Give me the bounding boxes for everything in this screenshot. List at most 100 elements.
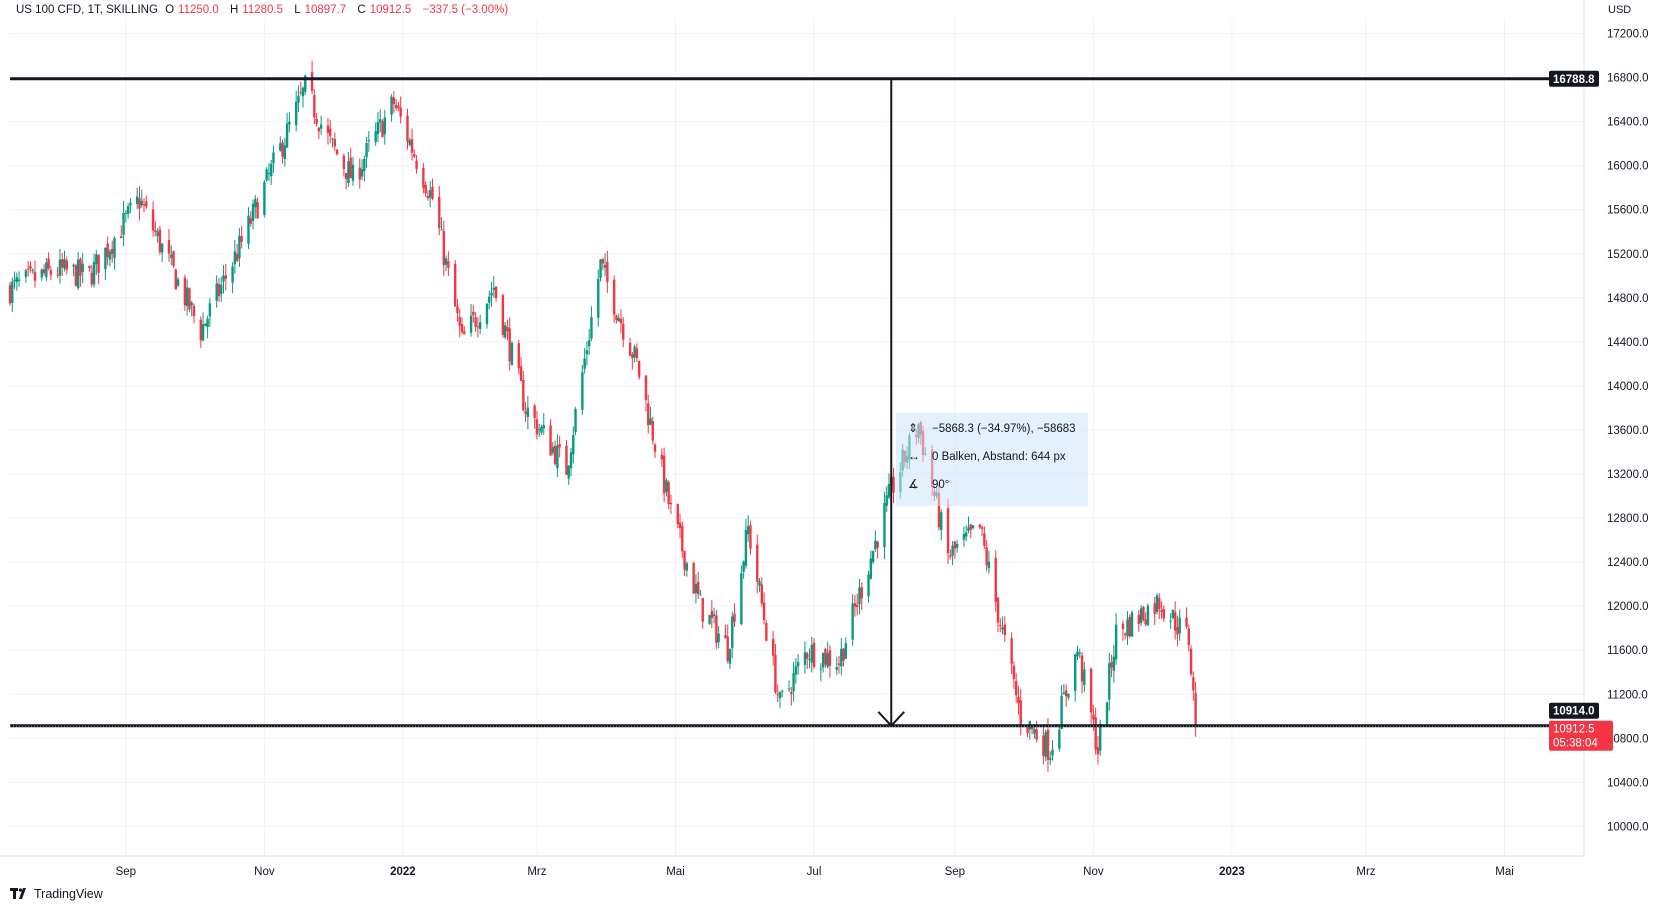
candle [351, 156, 355, 186]
candle-body [647, 403, 650, 426]
candle-body [301, 87, 305, 97]
candle-body [683, 550, 686, 570]
candle-body [174, 269, 178, 290]
candle-body [333, 139, 336, 147]
candle-body [299, 92, 302, 94]
candle [628, 338, 632, 357]
candle [1010, 632, 1013, 675]
candle-body [765, 623, 768, 641]
candle [394, 99, 398, 111]
time-tick-label: Sep [945, 866, 965, 878]
candle-body [806, 653, 809, 659]
candle-body [142, 204, 146, 206]
candle-body [637, 360, 641, 377]
low-label: L [294, 4, 301, 16]
candle-body [1046, 730, 1050, 760]
candle-body [1139, 608, 1143, 623]
candle [11, 277, 14, 313]
candle [24, 268, 28, 284]
candle [376, 111, 380, 143]
candle [756, 534, 759, 594]
candle [567, 465, 570, 485]
candle [315, 112, 318, 127]
candle-body [313, 95, 316, 118]
candle [619, 309, 623, 334]
candle-body [428, 189, 432, 198]
candle [683, 550, 686, 576]
candle-body [1112, 656, 1116, 671]
candle-body [540, 426, 543, 433]
candle [1176, 615, 1179, 647]
candle [288, 112, 291, 133]
candle [113, 236, 116, 270]
candle-body [837, 663, 841, 665]
candle-body [946, 508, 950, 554]
price-tick-label: 10000.0 [1607, 821, 1649, 833]
candle-body [1114, 624, 1118, 660]
candle-body [842, 648, 845, 661]
candle-body [13, 279, 16, 282]
candle-body [508, 328, 511, 362]
candle [556, 434, 559, 478]
candle-body [492, 287, 495, 290]
candle [892, 467, 895, 504]
candle [710, 600, 714, 629]
candle [812, 637, 816, 670]
symbol-name: US 100 CFD, 1T, SKILLING [16, 4, 158, 16]
candle [1137, 610, 1141, 633]
candle [542, 413, 545, 435]
candle-body [1064, 690, 1068, 697]
candle [88, 265, 91, 272]
candle [367, 130, 371, 152]
candle-body [1017, 696, 1020, 704]
candle [946, 498, 950, 564]
candle-body [31, 269, 34, 271]
candle-body [708, 615, 711, 625]
candle-body [438, 196, 441, 229]
candle [154, 221, 157, 237]
candle-body [574, 408, 577, 432]
candle-body [558, 444, 561, 448]
candle-body [394, 105, 398, 109]
time-tick-label: Mrz [527, 866, 546, 878]
candle [1189, 645, 1193, 677]
candle [987, 550, 991, 574]
candle [649, 406, 652, 426]
candle [249, 211, 252, 227]
candle-body [1003, 624, 1007, 636]
candle-body [1012, 665, 1016, 680]
candle-body [1099, 723, 1102, 751]
candle-body [685, 563, 689, 571]
candle [851, 594, 854, 646]
candle-body [819, 668, 823, 670]
candle [267, 163, 271, 181]
candle [792, 662, 795, 702]
tradingview-logo[interactable]: TradingView [10, 887, 103, 901]
candle-body [821, 652, 825, 668]
candle-body [619, 318, 623, 324]
time-tick-label: Sep [116, 866, 136, 878]
candle [962, 526, 966, 547]
candle [858, 579, 861, 615]
candle-body [1105, 702, 1109, 725]
candle [1017, 685, 1020, 715]
candle [597, 269, 600, 327]
candle-body [860, 587, 863, 599]
candle [49, 265, 53, 280]
candle-body [810, 644, 813, 663]
candle-body [701, 598, 704, 622]
high-label: H [229, 4, 239, 16]
candle [438, 186, 441, 236]
candle-body [858, 587, 861, 605]
candle-body [113, 237, 116, 259]
candle [999, 618, 1002, 633]
support-price-label-text: 10914.0 [1553, 706, 1595, 718]
candle [796, 654, 800, 675]
candle-body [1074, 654, 1077, 691]
candle-body [587, 340, 591, 347]
candle-body [1076, 651, 1079, 657]
high-value: 11280.5 [242, 4, 283, 16]
candle [585, 341, 589, 366]
candle [160, 242, 164, 262]
